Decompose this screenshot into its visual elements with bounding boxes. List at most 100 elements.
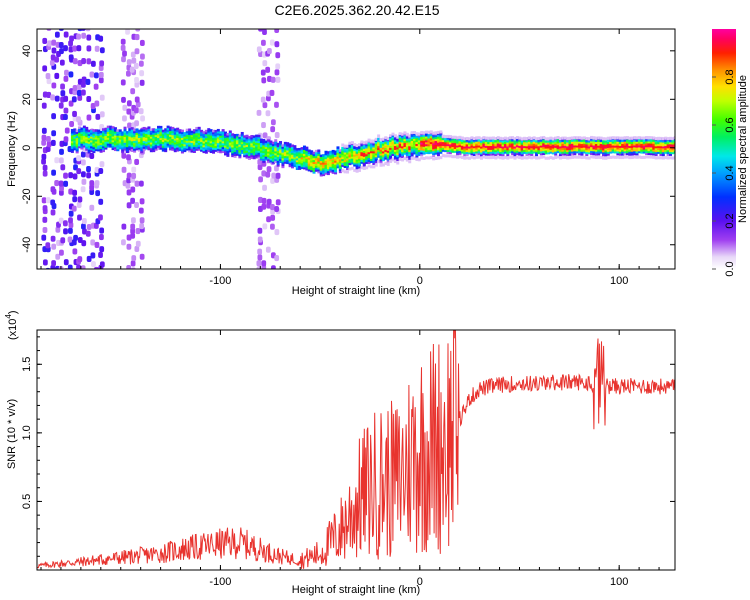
heatmap-cell xyxy=(602,140,606,143)
heatmap-cell xyxy=(73,234,78,241)
heatmap-cell xyxy=(341,169,345,173)
heatmap-cell xyxy=(262,142,266,146)
heatmap-cell xyxy=(87,131,91,135)
heatmap-cell xyxy=(75,133,79,136)
heatmap-cell xyxy=(166,141,170,144)
heatmap-cell xyxy=(621,156,625,160)
heatmap-cell xyxy=(551,156,555,160)
y-tick-label: 40 xyxy=(21,45,33,57)
heatmap-cell xyxy=(491,151,495,154)
heatmap-cell xyxy=(523,139,527,143)
heatmap-cell xyxy=(275,52,281,59)
heatmap-cell xyxy=(111,143,115,147)
heatmap-cell xyxy=(159,133,163,137)
heatmap-cell xyxy=(331,153,335,157)
heatmap-cell xyxy=(123,126,127,130)
heatmap-cell xyxy=(331,149,335,153)
heatmap-cell xyxy=(264,150,268,153)
heatmap-cell xyxy=(513,151,517,155)
heatmap-cell xyxy=(85,78,91,85)
heatmap-cell xyxy=(139,70,145,77)
heatmap-cell xyxy=(360,155,364,159)
heatmap-cell xyxy=(224,131,228,135)
heatmap-cell xyxy=(532,141,536,144)
heatmap-cell xyxy=(456,152,460,156)
heatmap-cell xyxy=(362,164,366,167)
heatmap-cell xyxy=(250,136,254,140)
heatmap-cell xyxy=(310,156,314,159)
heatmap-cell xyxy=(221,150,225,153)
heatmap-cell xyxy=(274,205,280,213)
heatmap-cell xyxy=(133,142,137,145)
heatmap-cell xyxy=(324,164,328,167)
heatmap-cell xyxy=(403,152,407,155)
heatmap-cell xyxy=(527,149,531,152)
heatmap-cell xyxy=(348,162,352,166)
heatmap-cell xyxy=(281,153,285,157)
heatmap-cell xyxy=(317,170,321,174)
heatmap-cell xyxy=(480,151,484,155)
heatmap-cell xyxy=(542,140,546,144)
heatmap-cell xyxy=(386,162,390,166)
heatmap-cell xyxy=(604,156,608,160)
heatmap-cell xyxy=(129,66,135,73)
heatmap-cell xyxy=(434,136,438,140)
heatmap-cell xyxy=(575,150,579,154)
heatmap-cell xyxy=(408,149,412,153)
heatmap-cell xyxy=(77,256,83,263)
heatmap-cell xyxy=(434,150,438,153)
heatmap-cell xyxy=(204,147,208,150)
heatmap-cell xyxy=(515,155,519,159)
heatmap-cell xyxy=(94,137,98,140)
heatmap-cell xyxy=(72,196,78,203)
heatmap-cell xyxy=(157,135,161,139)
heatmap-cell xyxy=(94,133,98,136)
heatmap-cell xyxy=(81,76,87,83)
heatmap-cell xyxy=(338,149,342,152)
heatmap-cell xyxy=(637,136,641,140)
heatmap-cell xyxy=(422,156,426,160)
heatmap-cell xyxy=(525,147,529,151)
heatmap-cell xyxy=(233,137,237,141)
heatmap-cell xyxy=(133,62,139,69)
heatmap-cell xyxy=(568,151,572,154)
heatmap-cell xyxy=(587,147,591,151)
heatmap-cell xyxy=(379,158,383,162)
heatmap-cell xyxy=(556,150,560,154)
heatmap-cell xyxy=(640,139,644,142)
heatmap-cell xyxy=(113,148,117,152)
heatmap-cell xyxy=(226,138,230,142)
heatmap-cell xyxy=(393,157,397,160)
heatmap-cell xyxy=(511,150,515,154)
heatmap-cell xyxy=(245,152,249,155)
heatmap-cell xyxy=(496,152,500,156)
heatmap-cell xyxy=(310,167,314,171)
heatmap-cell xyxy=(446,147,450,151)
heatmap-cell xyxy=(116,140,120,144)
heatmap-cell xyxy=(456,155,460,159)
heatmap-cell xyxy=(441,154,445,158)
heatmap-cell xyxy=(319,168,323,171)
heatmap-cell xyxy=(295,161,299,165)
heatmap-cell xyxy=(671,137,675,141)
heatmap-cell xyxy=(429,143,433,146)
heatmap-cell xyxy=(472,149,476,153)
heatmap-cell xyxy=(475,143,479,146)
heatmap-cell xyxy=(362,148,366,152)
heatmap-cell xyxy=(75,148,79,152)
heatmap-cell xyxy=(87,149,91,152)
heatmap-cell xyxy=(604,144,608,147)
heatmap-cell xyxy=(604,153,608,157)
heatmap-cell xyxy=(90,132,94,135)
heatmap-cell xyxy=(130,146,134,150)
heatmap-cell xyxy=(487,147,491,150)
heatmap-cell xyxy=(520,146,524,149)
heatmap-cell xyxy=(544,149,548,153)
heatmap-cell xyxy=(75,139,79,142)
heatmap-cell xyxy=(470,136,474,140)
colorbar-tick-label: 0.4 xyxy=(724,165,736,180)
heatmap-cell xyxy=(224,141,228,144)
heatmap-cell xyxy=(128,147,132,151)
heatmap-cell xyxy=(135,101,141,108)
heatmap-cell xyxy=(286,149,290,153)
